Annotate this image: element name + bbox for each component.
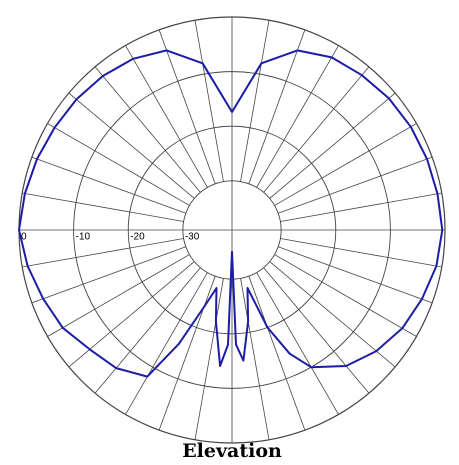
spoke	[274, 254, 417, 337]
spoke	[248, 29, 306, 184]
spoke	[22, 238, 184, 268]
spoke	[47, 254, 190, 337]
spoke	[158, 29, 216, 184]
spoke	[31, 246, 186, 304]
spoke	[125, 272, 208, 415]
spoke	[269, 92, 396, 199]
spoke	[248, 276, 306, 431]
spoke	[125, 45, 208, 188]
spoke	[94, 66, 201, 193]
spoke	[240, 20, 270, 182]
spoke	[256, 45, 339, 188]
spoke	[263, 66, 370, 193]
spoke	[94, 267, 201, 394]
spoke	[68, 261, 195, 368]
r-tick-label: -30	[185, 231, 200, 242]
spoke	[158, 276, 216, 431]
grid-ring	[182, 180, 282, 280]
grid-ring	[127, 125, 337, 335]
r-tick-label: -10	[76, 231, 91, 242]
spoke	[68, 92, 195, 199]
spoke	[278, 156, 433, 214]
spoke	[280, 238, 442, 268]
spoke	[269, 261, 396, 368]
spoke	[240, 278, 270, 440]
r-tick-label: 0	[21, 231, 27, 242]
spoke	[256, 272, 339, 415]
spoke	[194, 20, 224, 182]
spoke	[22, 192, 184, 222]
spoke	[263, 267, 370, 394]
spoke	[274, 123, 417, 206]
spoke	[280, 192, 442, 222]
spoke	[194, 278, 224, 440]
chart-title: Elevation	[182, 440, 282, 462]
grid-ring	[73, 71, 391, 389]
spoke	[278, 246, 433, 304]
pattern-line	[18, 49, 444, 378]
spoke	[47, 123, 190, 206]
spoke	[31, 156, 186, 214]
r-tick-label: -20	[130, 231, 145, 242]
